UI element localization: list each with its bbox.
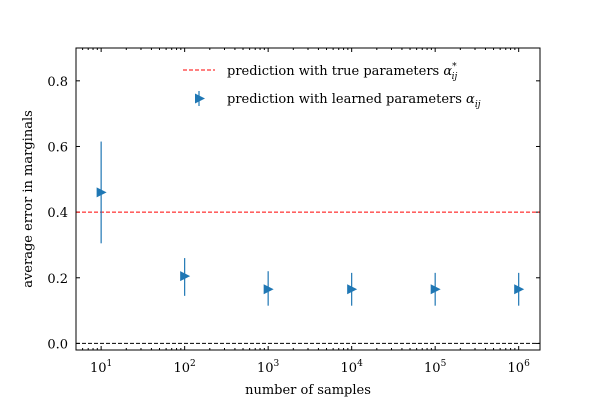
plot-frame (75, 47, 541, 351)
data-point (263, 284, 274, 295)
x-tick-label: 104 (341, 359, 364, 376)
x-tick-label: 103 (257, 359, 280, 376)
y-axis-label: average error in marginals (21, 110, 36, 288)
data-point (180, 271, 191, 282)
x-ticks: 101 102 103 104 105 106 (75, 48, 531, 376)
x-axis-label: number of samples (245, 383, 371, 398)
y-tick-label: 0.6 (47, 140, 68, 155)
data-point (514, 284, 525, 295)
x-tick-label: 105 (424, 359, 447, 376)
y-ticks: 0.0 0.2 0.4 0.6 0.8 (47, 75, 540, 352)
data-point (430, 284, 441, 295)
legend-swatch-learned-params (195, 91, 205, 106)
y-tick-label: 0.8 (47, 75, 68, 90)
legend-label-true-params: prediction with true parameters α* ij (227, 62, 458, 82)
y-tick-label: 0.2 (47, 272, 68, 287)
y-tick-label: 0.0 (47, 337, 68, 352)
reference-lines (76, 211, 540, 344)
x-tick-label: 101 (90, 359, 112, 376)
x-tick-label: 102 (174, 359, 196, 376)
legend: prediction with true parameters α* ij pre… (183, 62, 481, 110)
data-series (96, 141, 525, 306)
data-point (347, 284, 358, 295)
data-point (96, 187, 107, 198)
x-tick-label: 106 (508, 359, 531, 376)
y-tick-label: 0.4 (47, 206, 68, 221)
legend-label-learned-params: prediction with learned parameters αij (227, 92, 481, 110)
